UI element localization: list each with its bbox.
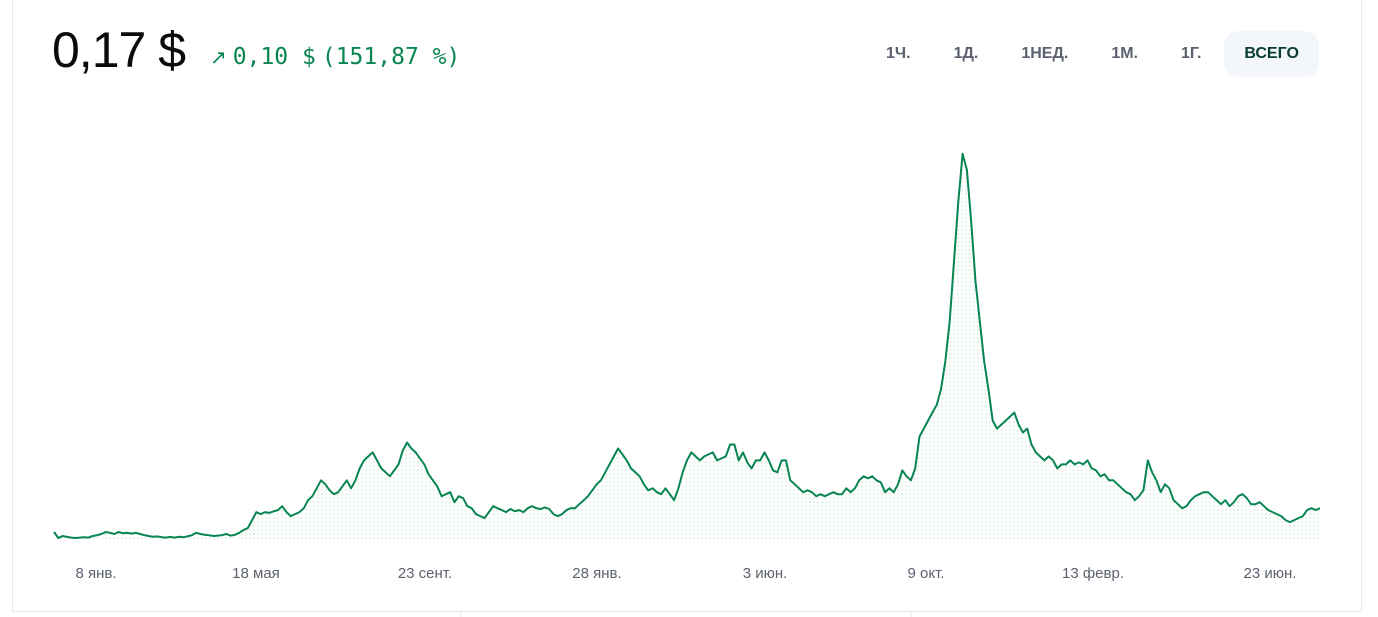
x-tick-label: 8 янв. [75, 565, 116, 582]
range-button-3[interactable]: 1М. [1111, 45, 1138, 62]
range-button-2[interactable]: 1НЕД. [1021, 45, 1069, 62]
x-tick-label: 3 июн. [743, 565, 788, 582]
x-tick-label: 13 февр. [1062, 565, 1124, 582]
x-tick-label: 23 сент. [398, 565, 452, 582]
price-change: ↗ 0,10 $ (151,87 %) [210, 42, 460, 72]
change-amount: 0,10 $ [232, 44, 316, 70]
price-chart-card [12, 0, 1362, 612]
price-area-fill [54, 153, 1320, 540]
arrow-up-right-icon: ↗ [210, 45, 227, 69]
x-tick-label: 28 янв. [572, 565, 621, 582]
range-button-5[interactable]: ВСЕГО [1224, 31, 1319, 77]
price-line [53, 152, 1321, 539]
x-tick-label: 23 июн. [1244, 565, 1297, 582]
x-tick-label: 9 окт. [908, 565, 945, 582]
time-range-selector: 1Ч. 1Д. 1НЕД. 1М. 1Г. ВСЕГО [866, 31, 1322, 77]
current-price: 0,17 $ [52, 22, 186, 78]
x-tick-label: 18 мая [232, 565, 280, 582]
range-button-4[interactable]: 1Г. [1180, 45, 1202, 62]
change-percent: (151,87 %) [321, 44, 461, 70]
range-button-1[interactable]: 1Д. [953, 45, 979, 62]
range-button-0[interactable]: 1Ч. [886, 45, 911, 62]
